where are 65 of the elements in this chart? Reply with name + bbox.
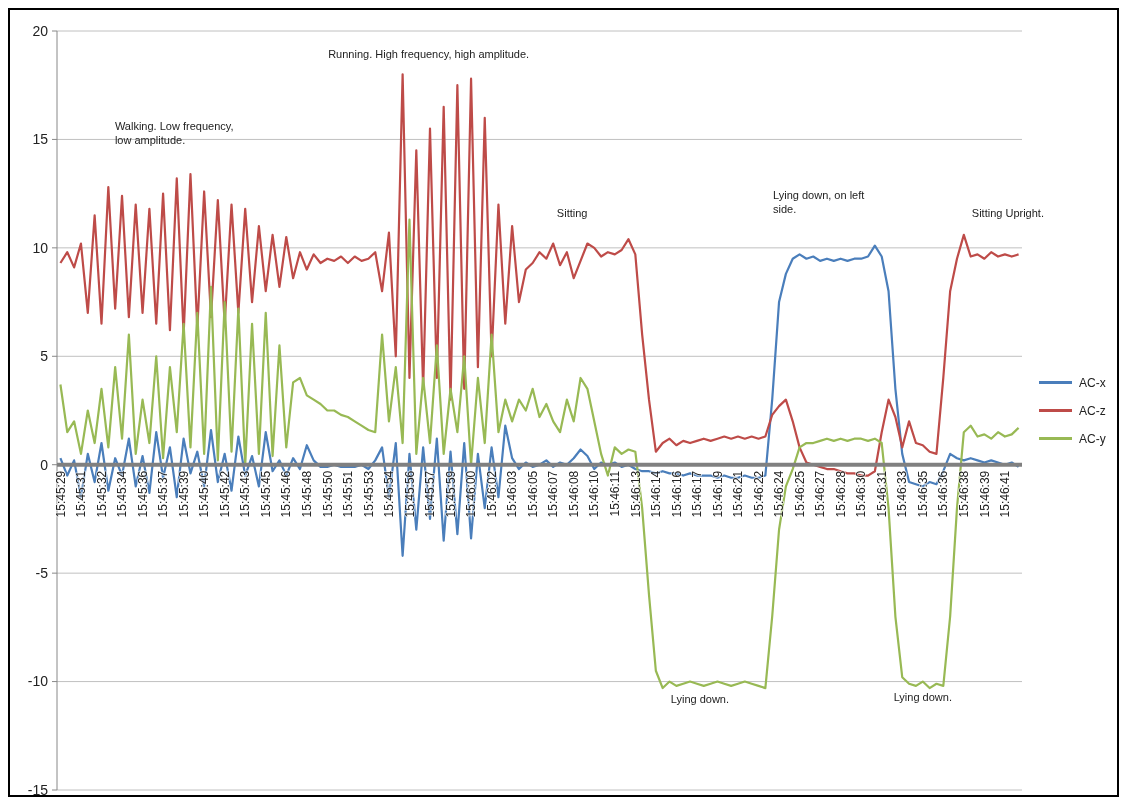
x-tick-label: 15:46:14 xyxy=(649,470,664,518)
x-tick-label: 15:46:05 xyxy=(525,470,540,518)
x-tick-label: 15:46:00 xyxy=(464,470,479,518)
y-tick-label: -15 xyxy=(27,781,49,798)
x-tick-label: 15:45:59 xyxy=(443,470,458,518)
x-tick-label: 15:46:22 xyxy=(751,470,766,518)
y-tick-label: 10 xyxy=(32,239,49,256)
x-tick-label: 15:45:57 xyxy=(423,470,438,518)
x-tick-label: 15:45:50 xyxy=(320,470,335,518)
x-tick-label: 15:46:16 xyxy=(669,470,684,518)
x-tick-label: 15:45:53 xyxy=(361,470,376,518)
annotation: Lying down, on left side. xyxy=(773,189,865,216)
x-tick-label: 15:46:28 xyxy=(833,470,848,518)
x-tick-label: 15:46:21 xyxy=(731,470,746,518)
x-tick-label: 15:45:46 xyxy=(279,470,294,518)
x-tick-label: 15:45:54 xyxy=(382,470,397,518)
x-tick-label: 15:45:48 xyxy=(300,470,314,518)
y-tick-label: 0 xyxy=(40,456,49,473)
y-tick-label: 20 xyxy=(32,22,49,39)
x-tick-label: 15:46:08 xyxy=(566,470,581,518)
legend-label: AC-y xyxy=(1079,431,1106,446)
y-tick-label: -10 xyxy=(27,673,49,690)
x-tick-label: 15:46:38 xyxy=(957,470,972,518)
x-tick-label: 15:45:34 xyxy=(115,470,130,518)
x-tick-label: 15:46:13 xyxy=(628,470,643,518)
x-tick-label: 15:46:25 xyxy=(792,470,807,518)
x-tick-label: 15:45:43 xyxy=(238,470,253,518)
x-tick-label: 15:46:39 xyxy=(977,470,992,518)
annotation: Sitting xyxy=(556,206,588,219)
x-tick-label: 15:46:07 xyxy=(546,470,561,518)
y-tick-label: -5 xyxy=(35,565,49,582)
annotation: Sitting Upright. xyxy=(971,206,1044,219)
x-tick-label: 15:46:36 xyxy=(936,470,951,518)
x-tick-label: 15:46:30 xyxy=(854,470,869,518)
x-tick-label: 15:46:31 xyxy=(874,470,889,518)
x-tick-label: 15:45:40 xyxy=(197,470,212,518)
x-tick-label: 15:45:36 xyxy=(135,470,150,518)
legend-label: AC-z xyxy=(1079,403,1106,418)
x-tick-label: 15:45:51 xyxy=(341,470,356,518)
annotation: Lying down. xyxy=(893,691,952,704)
x-tick-label: 15:45:39 xyxy=(176,470,191,518)
x-tick-label: 15:45:56 xyxy=(402,470,417,518)
x-tick-label: 15:46:27 xyxy=(813,470,828,518)
y-tick-label: 5 xyxy=(40,348,49,365)
x-tick-label: 15:45:37 xyxy=(156,470,171,518)
annotation: Lying down. xyxy=(670,692,730,705)
x-tick-label: 15:45:42 xyxy=(217,470,232,518)
x-tick-label: 15:46:03 xyxy=(505,470,520,518)
annotation: Walking. Low frequency, low amplitude. xyxy=(114,119,234,146)
x-tick-label: 15:46:11 xyxy=(607,470,622,517)
x-tick-label: 15:45:29 xyxy=(53,470,68,518)
x-tick-label: 15:45:32 xyxy=(94,470,109,518)
legend-label: AC-x xyxy=(1079,375,1106,390)
x-tick-label: 15:46:24 xyxy=(772,470,787,518)
x-tick-label: 15:45:31 xyxy=(74,470,89,518)
x-tick-label: 15:46:33 xyxy=(895,470,910,518)
x-tick-label: 15:46:02 xyxy=(484,470,499,518)
x-tick-label: 15:45:45 xyxy=(258,470,273,518)
y-tick-label: 15 xyxy=(32,131,49,148)
x-tick-label: 15:46:10 xyxy=(587,470,602,518)
x-tick-label: 15:46:17 xyxy=(690,470,705,518)
annotation: Running. High frequency, high amplitude. xyxy=(328,47,530,60)
x-tick-label: 15:46:41 xyxy=(998,470,1013,518)
x-tick-label: 15:46:19 xyxy=(710,470,725,518)
x-tick-label: 15:46:35 xyxy=(915,470,930,518)
